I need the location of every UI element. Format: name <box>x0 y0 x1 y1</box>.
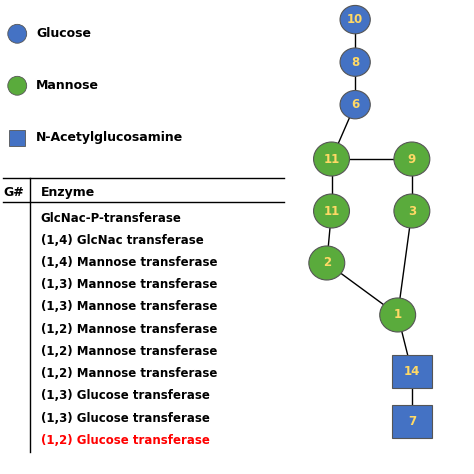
Ellipse shape <box>8 76 27 95</box>
Ellipse shape <box>314 194 349 228</box>
Text: N-Acetylglucosamine: N-Acetylglucosamine <box>36 131 183 144</box>
FancyBboxPatch shape <box>392 355 432 388</box>
Text: 11: 11 <box>323 153 340 165</box>
Text: (1,2) Glucose transferase: (1,2) Glucose transferase <box>41 434 210 447</box>
Text: (1,3) Glucose transferase: (1,3) Glucose transferase <box>41 389 210 402</box>
Ellipse shape <box>380 298 416 332</box>
Text: (1,4) Mannose transferase: (1,4) Mannose transferase <box>41 256 218 269</box>
Text: (1,3) Glucose transferase: (1,3) Glucose transferase <box>41 411 210 425</box>
Text: 7: 7 <box>408 415 416 428</box>
Text: (1,3) Mannose transferase: (1,3) Mannose transferase <box>41 278 217 291</box>
Text: Glucose: Glucose <box>36 27 91 40</box>
Text: Enzyme: Enzyme <box>41 186 95 199</box>
FancyBboxPatch shape <box>392 405 432 438</box>
Ellipse shape <box>314 142 349 176</box>
Text: G#: G# <box>3 186 24 199</box>
Text: 8: 8 <box>351 55 359 69</box>
Text: (1,4) GlcNac transferase: (1,4) GlcNac transferase <box>41 234 204 247</box>
Ellipse shape <box>394 194 430 228</box>
Text: (1,2) Mannose transferase: (1,2) Mannose transferase <box>41 323 217 336</box>
Text: (1,2) Mannose transferase: (1,2) Mannose transferase <box>41 345 217 358</box>
FancyBboxPatch shape <box>9 130 25 146</box>
Text: 3: 3 <box>408 204 416 218</box>
Ellipse shape <box>340 91 370 119</box>
Text: 14: 14 <box>404 365 420 378</box>
Ellipse shape <box>340 48 370 76</box>
Text: 1: 1 <box>393 309 402 321</box>
Ellipse shape <box>8 24 27 43</box>
Ellipse shape <box>394 142 430 176</box>
Text: 9: 9 <box>408 153 416 165</box>
Text: (1,2) Mannose transferase: (1,2) Mannose transferase <box>41 367 217 380</box>
Text: 10: 10 <box>347 13 363 26</box>
Text: Mannose: Mannose <box>36 79 99 92</box>
Text: 2: 2 <box>323 256 331 270</box>
Ellipse shape <box>340 5 370 34</box>
Text: GlcNac-P-transferase: GlcNac-P-transferase <box>41 211 182 225</box>
Text: 6: 6 <box>351 98 359 111</box>
Ellipse shape <box>309 246 345 280</box>
Text: 11: 11 <box>323 204 340 218</box>
Text: (1,3) Mannose transferase: (1,3) Mannose transferase <box>41 301 217 313</box>
